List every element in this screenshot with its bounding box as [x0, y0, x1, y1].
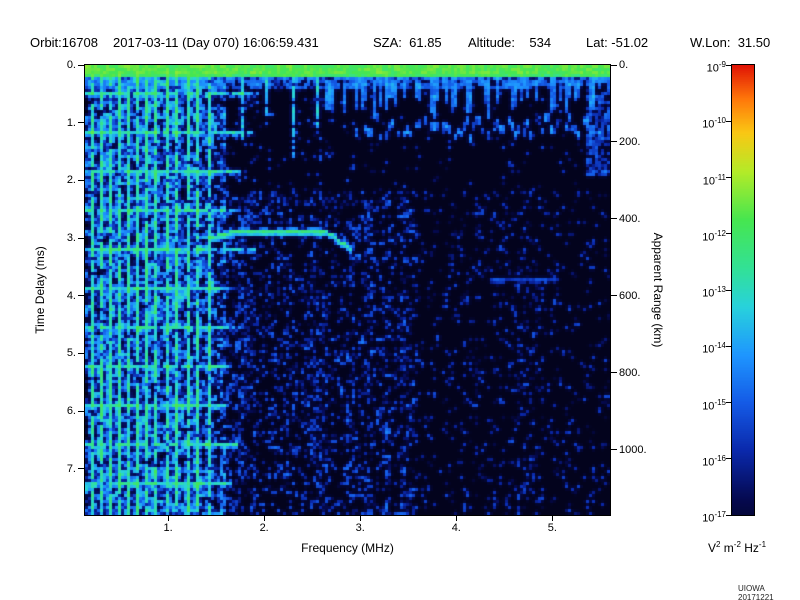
x-tick-label: 1. — [163, 522, 173, 534]
west-longitude-label: W.Lon: 31.50 — [690, 35, 771, 50]
y-right-tick-mark — [611, 141, 617, 143]
x-tick-mark — [359, 515, 361, 521]
y-left-tick-label: 1. — [66, 116, 76, 129]
y-left-tick-label: 0. — [66, 59, 76, 71]
colorbar-tick-mark — [726, 458, 731, 460]
y-left-tick-mark — [78, 122, 84, 124]
colorbar-tick-label: 10-15 — [702, 397, 726, 413]
y-left-tick-label: 6. — [66, 405, 76, 418]
orbit-label: Orbit:16708 — [30, 35, 98, 50]
frequency-axis-title: Frequency (MHz) — [301, 541, 394, 555]
colorbar-tick-label: 10-16 — [702, 453, 726, 469]
y-left-tick-label: 4. — [66, 289, 76, 302]
x-tick-mark — [455, 515, 457, 521]
x-tick-mark — [263, 515, 265, 521]
credit-label: UIOWA 20171221 — [738, 584, 774, 600]
x-tick-mark — [551, 515, 553, 521]
y-left-tick-mark — [78, 295, 84, 297]
y-right-tick-mark — [611, 218, 617, 220]
y-right-tick-mark — [611, 372, 617, 374]
colorbar-tick-label: 10-9 — [706, 60, 726, 75]
altitude-label: Altitude: 534 — [468, 35, 552, 50]
y-right-tick-label: 200. — [619, 135, 641, 148]
datetime-label: 2017-03-11 (Day 070) 16:06:59.431 — [113, 35, 319, 50]
x-tick-mark — [167, 515, 169, 521]
colorbar-tick-mark — [726, 514, 731, 516]
y-left-tick-mark — [78, 237, 84, 239]
y-right-tick-mark — [611, 64, 617, 66]
latitude-label: Lat: -51.02 — [586, 35, 649, 50]
colorbar-tick-label: 10-11 — [702, 172, 726, 188]
colorbar-tick-mark — [726, 64, 731, 66]
x-tick-label: 3. — [355, 522, 365, 534]
y-right-tick-label: 1000. — [619, 443, 647, 456]
colorbar-tick-mark — [726, 120, 731, 122]
colorbar-tick-mark — [726, 345, 731, 347]
colorbar-tick-mark — [726, 402, 731, 403]
colorbar-tick-mark — [726, 289, 731, 291]
colorbar-tick-label: 10-14 — [702, 341, 726, 356]
colorbar-gradient — [732, 65, 754, 515]
y-left-tick-label: 7. — [66, 462, 76, 475]
colorbar-tick-label: 10-17 — [702, 510, 726, 525]
colorbar-units: V2 m-2 Hz-1 — [707, 540, 767, 555]
spectrogram-plot — [84, 64, 611, 516]
colorbar — [731, 64, 755, 516]
colorbar-tick-label: 10-12 — [702, 228, 726, 244]
y-left-tick-mark — [78, 64, 84, 66]
y-right-tick-label: 0. — [619, 59, 629, 71]
x-tick-label: 5. — [547, 522, 557, 534]
x-tick-label: 2. — [259, 522, 269, 534]
y-left-tick-mark — [78, 179, 84, 181]
sza-label: SZA: 61.85 — [373, 35, 442, 50]
spectrogram-canvas — [85, 65, 610, 515]
colorbar-tick-mark — [726, 177, 731, 178]
y-left-tick-label: 5. — [66, 347, 76, 360]
y-right-tick-label: 400. — [619, 212, 641, 225]
colorbar-tick-label: 10-10 — [702, 116, 726, 131]
y-right-tick-mark — [611, 295, 617, 297]
colorbar-tick-mark — [726, 233, 731, 235]
x-tick-label: 4. — [451, 522, 461, 534]
colorbar-tick-label: 10-13 — [702, 285, 726, 300]
y-right-tick-mark — [611, 449, 617, 451]
y-left-tick-mark — [78, 352, 84, 354]
y-left-tick-label: 3. — [66, 232, 76, 245]
y-right-tick-label: 600. — [619, 289, 641, 302]
y-right-tick-label: 800. — [619, 366, 641, 379]
y-left-tick-label: 2. — [66, 174, 76, 187]
y-left-tick-mark — [78, 468, 84, 470]
y-left-tick-mark — [78, 410, 84, 412]
